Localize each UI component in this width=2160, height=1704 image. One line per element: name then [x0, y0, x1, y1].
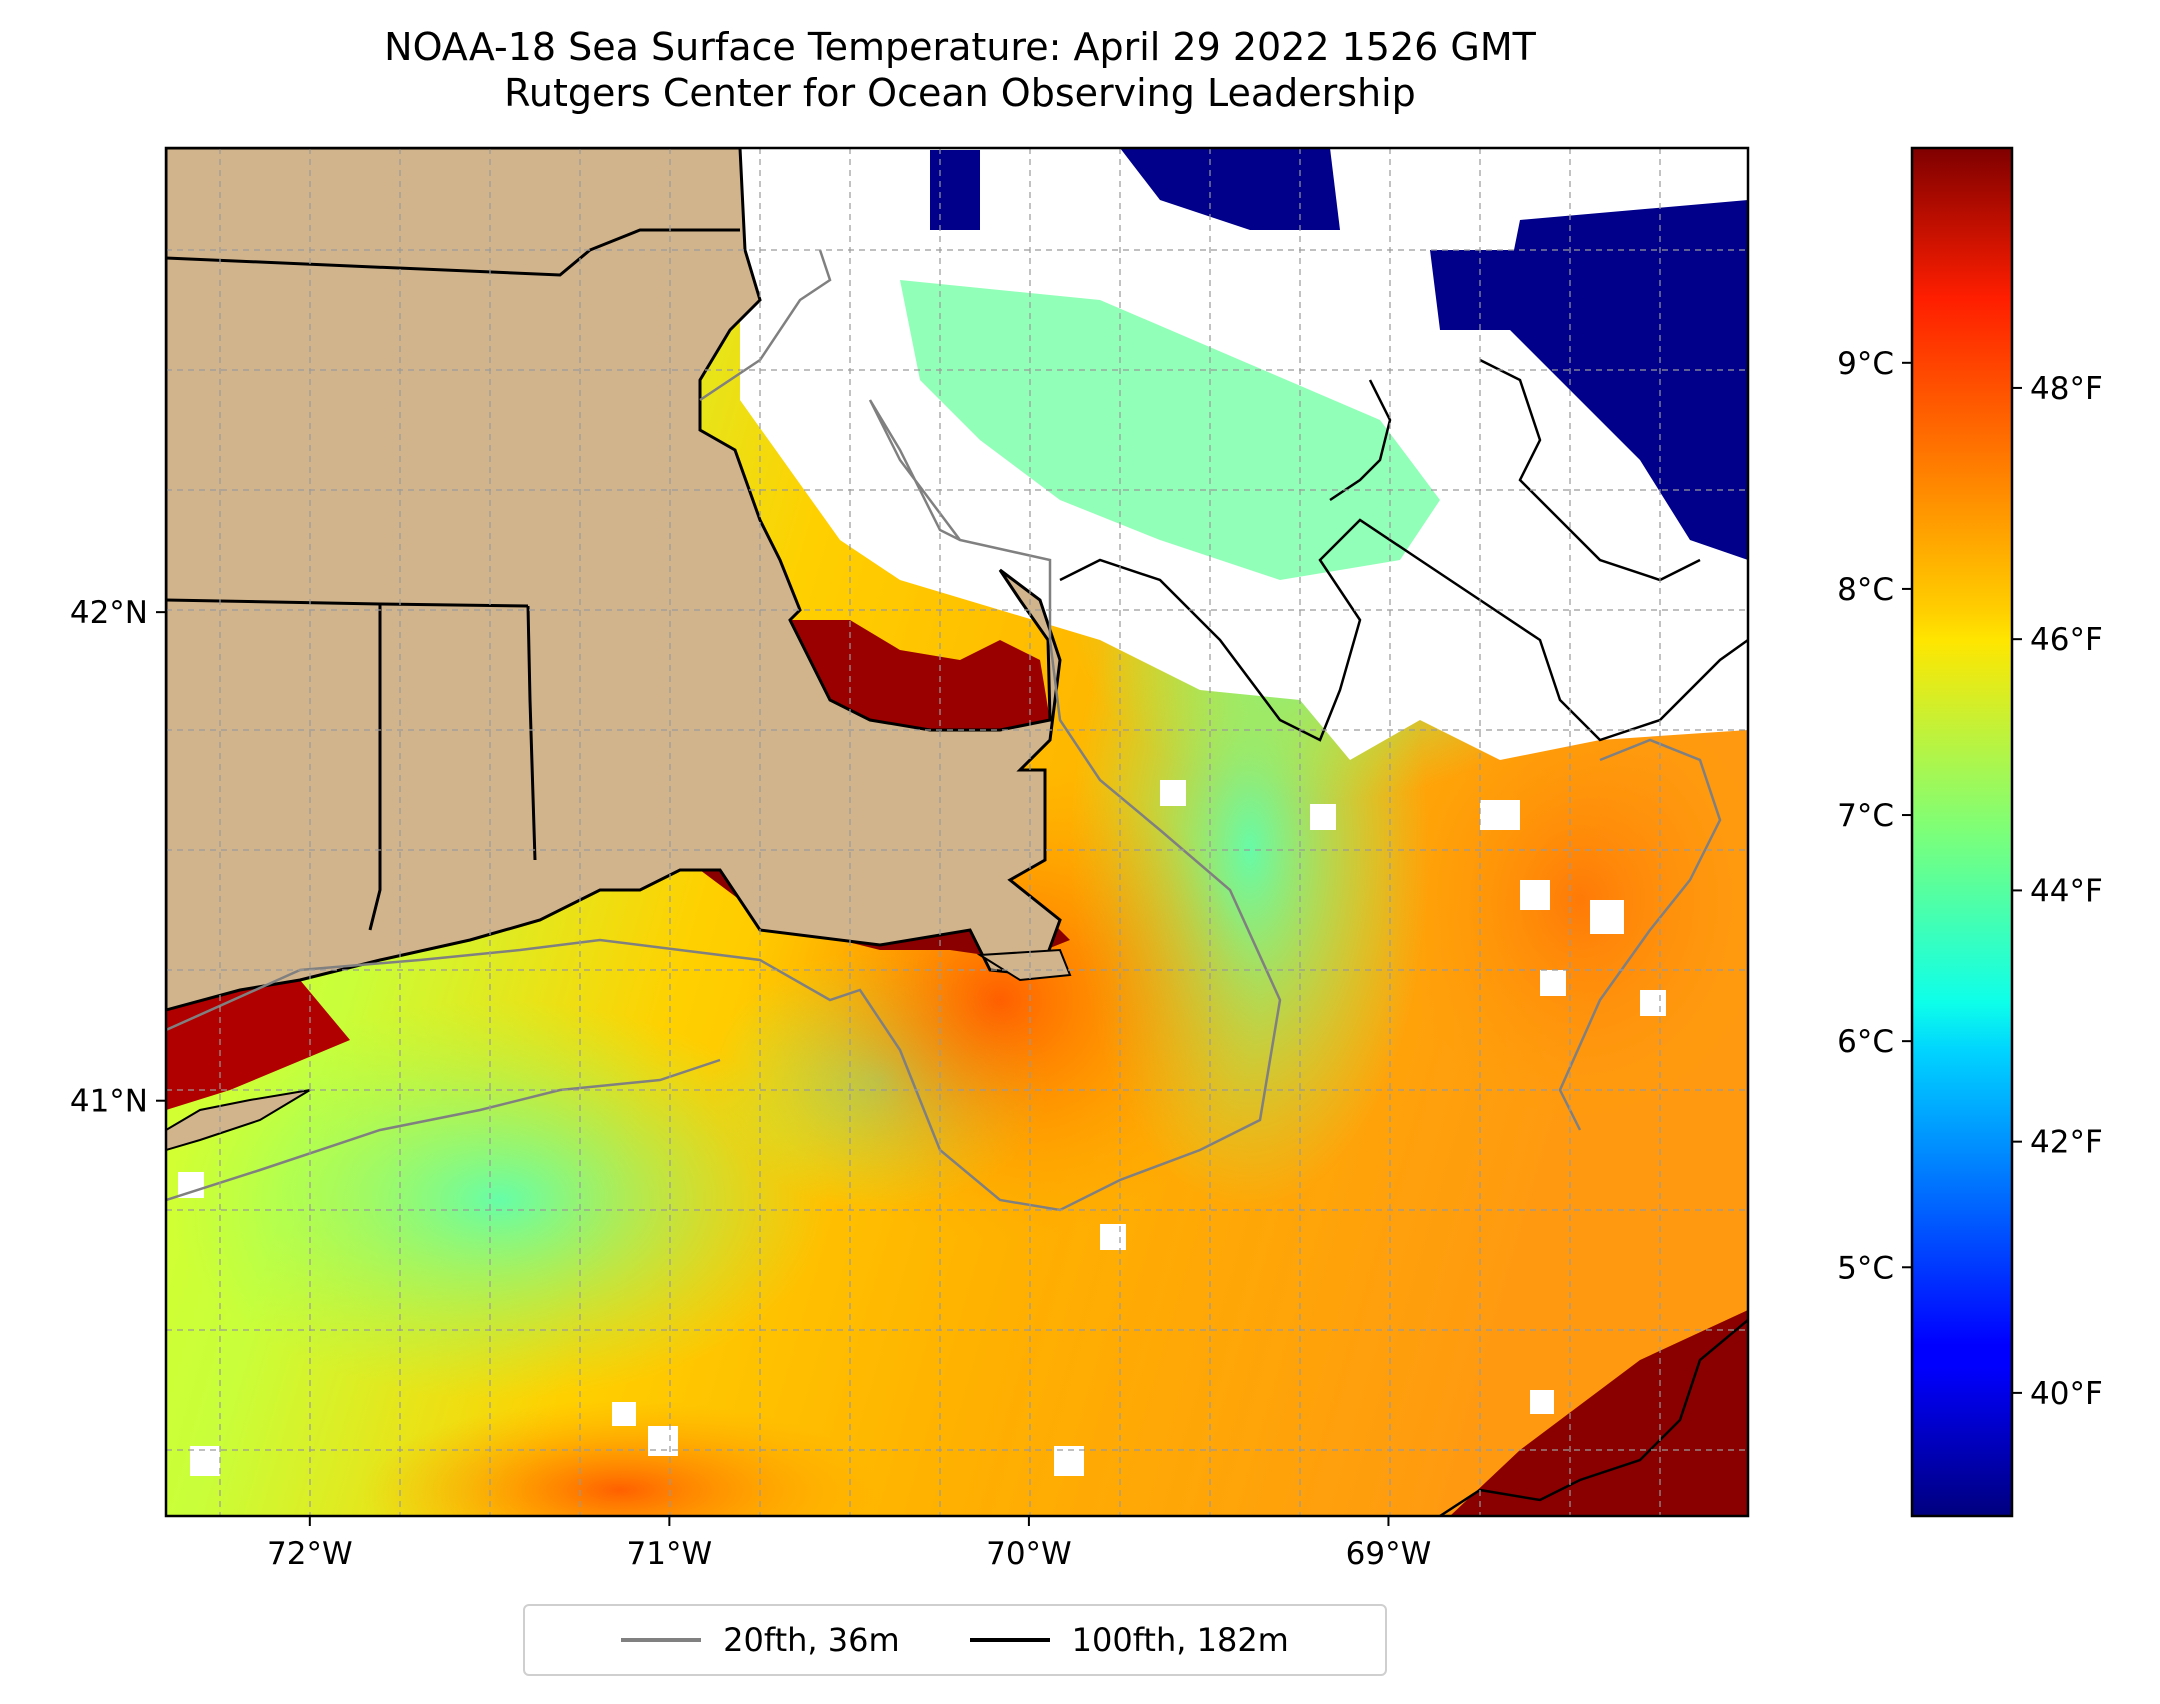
lon-tick-label: 70°W	[986, 1536, 1072, 1572]
legend-label: 20fth, 36m	[723, 1621, 900, 1659]
fahrenheit-tick-label: 42°F	[2030, 1125, 2103, 1161]
fahrenheit-tick-label: 48°F	[2030, 371, 2103, 407]
colorbar-celsius-axis: 9°C 8°C 7°C 6°C 5°C	[1837, 346, 1912, 1286]
lat-axis: 42°N 41°N	[70, 595, 166, 1120]
lon-tick-label: 71°W	[627, 1536, 713, 1572]
sst-gulf-patch	[900, 280, 1440, 580]
sst-hot-corner	[1450, 1310, 1748, 1516]
celsius-tick-label: 6°C	[1837, 1024, 1894, 1060]
isobath-100fth	[1059, 518, 1748, 742]
cloud-no-data	[1520, 880, 1550, 910]
isobath-20fth	[166, 1058, 721, 1202]
legend-item-100fth: 100fth, 182m	[969, 1621, 1289, 1659]
cloud-no-data	[1590, 900, 1624, 934]
lat-tick-label: 41°N	[70, 1084, 148, 1120]
sst-gulf-cold	[1500, 200, 1748, 560]
sst-gulf-cold	[930, 150, 980, 230]
cloud-no-data	[612, 1402, 636, 1426]
sst-gulf-cold	[1120, 148, 1340, 230]
isobath-100fth	[1479, 358, 1701, 582]
map-gridlines	[166, 148, 1748, 1516]
celsius-tick-label: 8°C	[1837, 572, 1894, 608]
lon-tick-label: 72°W	[267, 1536, 353, 1572]
sst-hot-bay	[790, 620, 1050, 730]
cloud-no-data	[1480, 800, 1520, 830]
cloud-no-data	[190, 1446, 220, 1476]
legend-swatch-gray	[621, 1638, 702, 1642]
legend-item-20fth: 20fth, 36m	[621, 1621, 900, 1659]
land-new-england	[166, 148, 1062, 1012]
isobath-100fth	[1329, 379, 1392, 502]
cloud-no-data	[1054, 1446, 1084, 1476]
lon-tick-label: 69°W	[1346, 1536, 1432, 1572]
chart-title: NOAA-18 Sea Surface Temperature: April 2…	[384, 25, 1536, 69]
isobath-20fth	[1558, 738, 1722, 1131]
state-border-ri-ma	[526, 605, 537, 861]
celsius-tick-label: 7°C	[1837, 798, 1894, 834]
land-long-island	[166, 1089, 311, 1152]
legend-swatch-black	[969, 1638, 1050, 1642]
cloud-no-data	[1530, 1390, 1554, 1414]
colorbar-fahrenheit-axis: 48°F 46°F 44°F 42°F 40°F	[2012, 371, 2103, 1412]
cloud-no-data	[1540, 970, 1566, 996]
fahrenheit-tick-label: 44°F	[2030, 873, 2103, 909]
isobath-legend: 20fth, 36m 100fth, 182m	[523, 1604, 1387, 1676]
colorbar	[1910, 146, 2014, 1518]
celsius-tick-label: 5°C	[1837, 1250, 1894, 1286]
cloud-no-data	[1640, 990, 1666, 1016]
state-border-ct-ri	[368, 604, 382, 931]
celsius-tick-label: 9°C	[1837, 346, 1894, 382]
fahrenheit-tick-label: 46°F	[2030, 622, 2103, 658]
lon-axis: 72°W 71°W 70°W 69°W	[267, 1516, 1431, 1572]
land-nantucket	[976, 948, 1072, 982]
legend-label: 100fth, 182m	[1071, 1621, 1289, 1659]
cloud-no-data	[648, 1426, 678, 1456]
sst-gulf-cold	[1430, 250, 1520, 330]
sst-hot-coast	[166, 980, 350, 1110]
cloud-no-data	[1310, 804, 1336, 830]
sst-cool-patch	[170, 1000, 830, 1400]
map-frame	[164, 146, 1750, 1518]
fahrenheit-tick-label: 40°F	[2030, 1376, 2103, 1412]
cloud-no-data	[1160, 780, 1186, 806]
isobath-20fth	[699, 249, 832, 402]
chart-subtitle: Rutgers Center for Ocean Observing Leade…	[504, 71, 1416, 115]
lat-tick-label: 42°N	[70, 595, 148, 631]
sst-warm-patch	[360, 1400, 880, 1516]
cloud-no-data	[1100, 1224, 1126, 1250]
map-panel	[166, 148, 1748, 1516]
isobath-100fth	[1439, 1319, 1748, 1516]
